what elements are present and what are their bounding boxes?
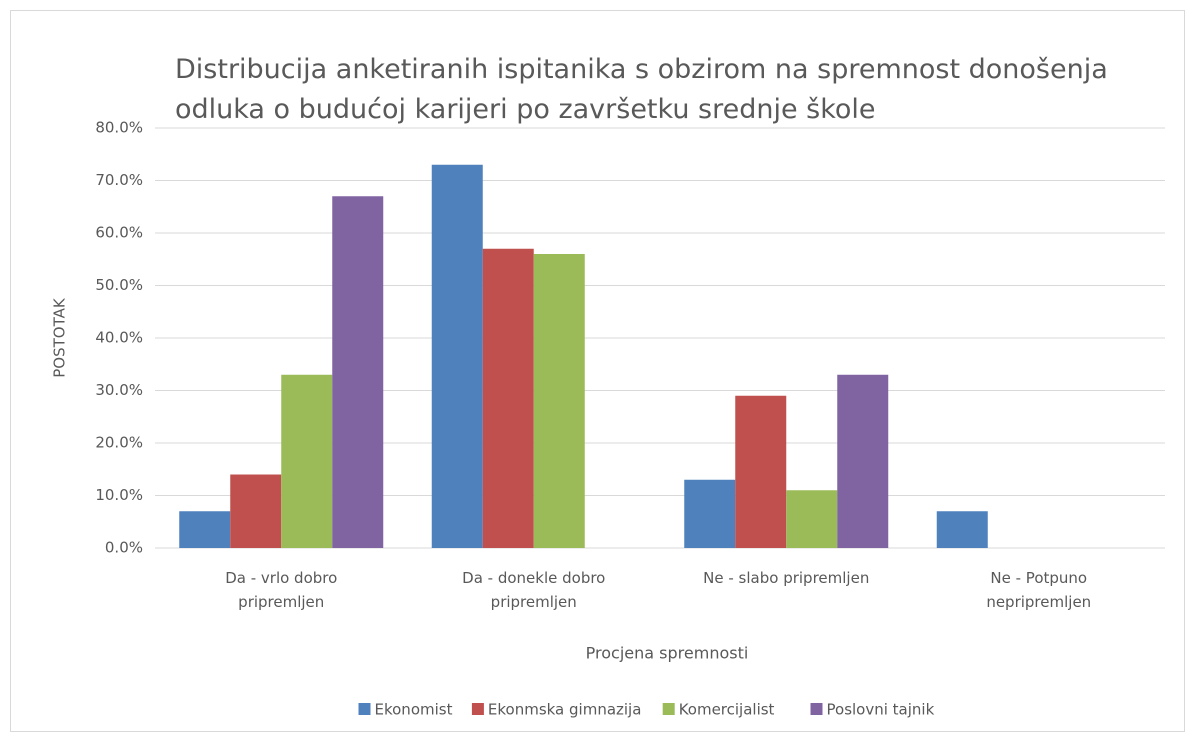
bar	[786, 490, 838, 548]
y-tick-label: 50.0%	[95, 276, 143, 294]
legend-label: Poslovni tajnik	[827, 701, 935, 719]
legend-swatch	[662, 703, 675, 715]
x-tick-label: Ne - slabo pripremljen	[703, 569, 870, 587]
y-tick-label: 0.0%	[105, 539, 143, 557]
bar	[684, 479, 736, 548]
y-axis-label: POSTOTAK	[51, 297, 69, 378]
legend-swatch	[358, 703, 371, 715]
y-tick-label: 70.0%	[95, 171, 143, 189]
x-axis-label: Procjena spremnosti	[586, 644, 749, 663]
chart-title: Distribucija anketiranih ispitanika s ob…	[175, 54, 1108, 125]
y-tick-label: 20.0%	[95, 434, 143, 452]
legend-label: Komercijalist	[679, 701, 775, 719]
y-tick-label: 80.0%	[95, 119, 143, 137]
bar	[281, 374, 333, 548]
bar	[837, 374, 889, 548]
y-tick-label: 60.0%	[95, 224, 143, 242]
chart-border	[10, 10, 1185, 732]
bar	[936, 511, 988, 548]
bar	[735, 395, 787, 548]
y-tick-label: 30.0%	[95, 381, 143, 399]
x-tick-label: Da - donekle dobro pripremljen	[462, 569, 606, 611]
bar	[431, 164, 483, 548]
legend-label: Ekonmska gimnazija	[488, 701, 642, 719]
legend-swatch	[471, 703, 484, 715]
bar	[482, 248, 534, 548]
legend-label: Ekonomist	[375, 701, 453, 719]
bar	[533, 254, 585, 548]
bar	[179, 511, 231, 548]
x-tick-label: Ne - Potpuno nepripremljen	[986, 569, 1092, 611]
y-tick-label: 40.0%	[95, 329, 143, 347]
bar	[230, 474, 282, 548]
x-tick-label: Da - vrlo dobro pripremljen	[225, 569, 338, 611]
legend-swatch	[810, 703, 823, 715]
bar	[332, 196, 384, 548]
y-tick-label: 10.0%	[95, 486, 143, 504]
